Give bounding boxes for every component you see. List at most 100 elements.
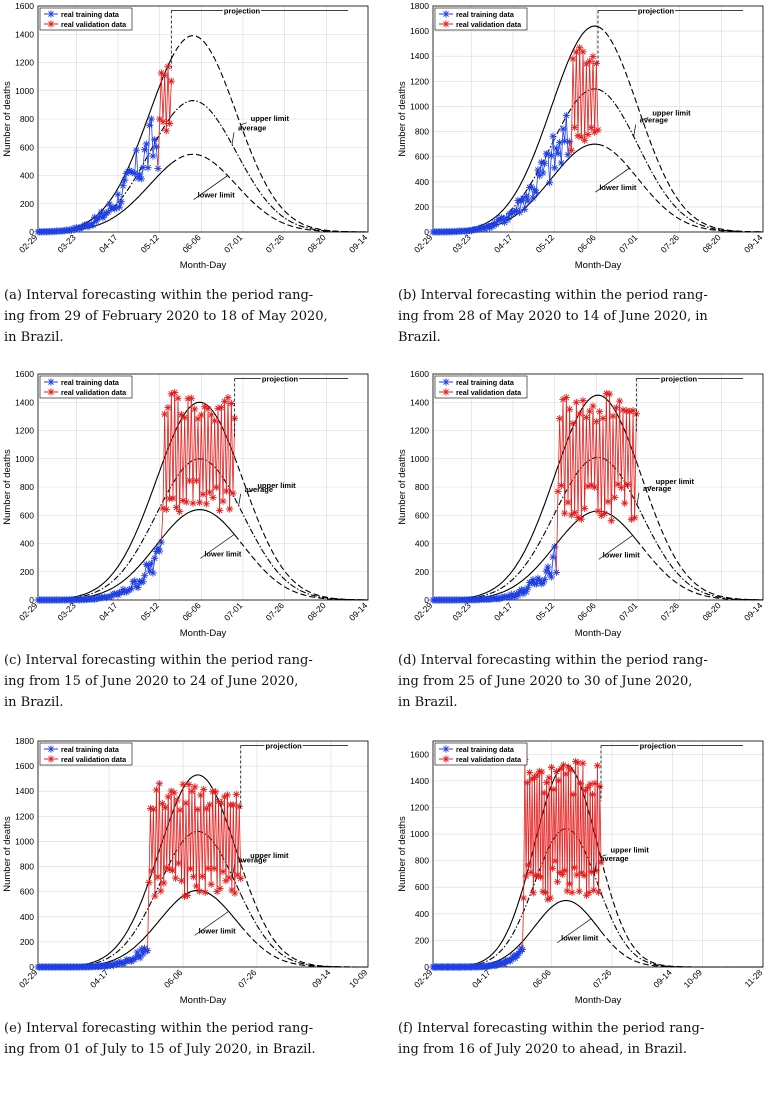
chart-b-data-segment-86: [574, 52, 577, 128]
chart-f-y-tick-label-6: 1200: [410, 802, 429, 812]
chart-c-legend-validation-label: real validation data: [61, 388, 127, 397]
chart-d-data-segment-92: [584, 417, 587, 509]
chart-e-validation-point-117: [207, 880, 215, 888]
chart-a-training-point-41: [102, 209, 110, 217]
chart-c-validation-point-85: [176, 507, 184, 516]
chart-c-data-segment-90: [185, 398, 189, 502]
chart-f-data-segment-104: [557, 780, 560, 882]
chart-d-upper-limit-label: upper limit: [656, 477, 695, 486]
chart-a-data-segment-73: [157, 119, 161, 169]
chart-e-validation-point-96: [176, 806, 184, 814]
chart-a-x-tick-label-7: 08-20: [305, 232, 328, 255]
chart-a-y-tick-label-7: 1400: [15, 29, 34, 39]
chart-e-validation-point-102: [185, 780, 193, 789]
chart-d-data-segment-94: [587, 411, 591, 487]
chart-c-data-segment-106: [212, 420, 216, 498]
chart-d-training-point-65: [537, 579, 545, 588]
chart-b-training-point-63: [534, 166, 542, 174]
chart-b-x-tick-label-2: 04-17: [492, 232, 515, 255]
chart-d-training-point-57: [524, 584, 532, 592]
chart-d-y-tick-label-8: 1600: [410, 369, 429, 379]
chart-b-data-segment-90: [580, 51, 584, 138]
chart-d-y-tick-label-0: 0: [424, 595, 429, 605]
chart-b-lower-limit-projection-curve: [597, 143, 764, 233]
chart-d-validation-point-107: [607, 517, 615, 525]
chart-a-training-point-64: [141, 146, 149, 154]
chart-d-data-segment-116: [624, 410, 627, 504]
chart-d-data-segment-93: [585, 417, 589, 487]
chart-a-training-point-36: [94, 214, 102, 222]
caption-f-line-1: (f) Interval forecasting within the peri…: [398, 1021, 705, 1036]
chart-f-validation-point-100: [550, 785, 558, 794]
caption-e-line-2: ing from 01 of July to 15 of July 2020, …: [4, 1042, 316, 1057]
chart-d-x-tick-label-2: 04-17: [492, 600, 515, 623]
chart-f-validation-point-90: [538, 768, 546, 776]
caption-b: (b) Interval forecasting within the peri…: [398, 285, 774, 348]
chart-a-upper-limit-label: upper limit: [251, 114, 290, 123]
chart-a-legend-box: [39, 7, 133, 31]
chart-d-data-segment-81: [565, 397, 569, 503]
chart-a-y-tick-label-1: 200: [20, 199, 34, 209]
chart-f-training-point-68: [511, 954, 519, 962]
chart-d-training-point-68: [542, 567, 550, 575]
chart-f-x-tick-label-1: 04-17: [470, 967, 493, 990]
chart-e-average-arrow: [232, 864, 235, 877]
chart-b-average-projection-curve: [597, 88, 763, 233]
chart-c-validation-point-86: [177, 411, 185, 419]
chart-f-average-fit-curve: [433, 828, 602, 968]
chart-e-data-segment-80: [154, 789, 157, 897]
chart-a-legend-validation-label: real validation data: [61, 20, 127, 29]
caption-d-line-3: in Brazil.: [398, 695, 458, 710]
chart-d-validation-point-105: [604, 498, 612, 506]
chart-e-data-segment-81: [155, 789, 159, 877]
chart-a-lower-limit-label: lower limit: [198, 191, 236, 200]
chart-c-data-segment-89: [184, 417, 187, 502]
chart-c-legend-training-marker: [47, 378, 55, 386]
chart-b-x-tick-label-1: 03-23: [450, 232, 473, 255]
chart-b-training-point-55: [521, 205, 529, 213]
chart-e-data-segment-136: [237, 806, 240, 876]
chart-b-training-point-79: [561, 137, 569, 145]
caption-a-line-1: (a) Interval forecasting within the peri…: [4, 288, 314, 303]
chart-c-data-segment-76: [162, 414, 166, 509]
chart-e-validation-point-115: [204, 864, 212, 872]
chart-e-data-segment-93: [173, 792, 177, 879]
chart-c-legend-training-label: real training data: [61, 378, 120, 387]
chart-e-validation-point-125: [219, 867, 227, 876]
chart-c-svg: 0 200 400 600 800 1000 1200 1400 1600 02-29 03-23 0…: [2, 369, 370, 639]
chart-c-training-point-64: [141, 572, 149, 580]
chart-e: 0 200 400 600 800 1000 1200 1400 1600 1800 02-29 04…: [0, 735, 380, 1006]
chart-e-training-point-59: [121, 958, 129, 966]
chart-d-y-tick-label-3: 600: [415, 510, 429, 520]
chart-b-y-tick-label-6: 1200: [410, 76, 429, 86]
chart-b-legend-box: [434, 7, 528, 31]
chart-a-legend-training-marker: [47, 10, 55, 18]
chart-d-validation-point-82: [566, 405, 574, 413]
chart-d-training-point-69: [544, 563, 552, 571]
chart-a-y-tick-label-0: 0: [29, 227, 34, 237]
chart-b-data-segment-98: [594, 63, 597, 133]
chart-e-y-tick-label-4: 800: [20, 862, 34, 872]
chart-d-y-axis-label: Number of deaths: [397, 449, 408, 525]
chart-e-validation-point-91: [169, 866, 177, 874]
chart-e-y-tick-label-3: 600: [20, 887, 34, 897]
chart-b-validation-point-84: [569, 55, 577, 63]
chart-d-training-point-72: [549, 553, 557, 561]
chart-b-data-segment-99: [595, 63, 599, 131]
chart-a-data-segment-60: [135, 150, 139, 179]
chart-d-validation-point-91: [581, 504, 589, 512]
chart-f-legend-validation-marker: [442, 755, 450, 763]
chart-d-validation-point-102: [599, 414, 607, 422]
chart-c-validation-point-76: [161, 410, 169, 418]
chart-d-data-segment-103: [602, 418, 606, 514]
caption-d: (d) Interval forecasting within the peri…: [398, 650, 774, 713]
chart-f-x-tick-label-5: 10-09: [682, 967, 705, 990]
chart-c-data-segment-115: [227, 397, 231, 509]
chart-d-data-segment-89: [579, 413, 582, 520]
chart-e-validation-point-137: [237, 874, 245, 883]
caption-c-line-1: (c) Interval forecasting within the peri…: [4, 653, 313, 668]
chart-f-validation-point-83: [529, 889, 537, 897]
chart-f-data-segment-92: [542, 792, 545, 892]
chart-f-data-segment-119: [575, 761, 578, 875]
chart-e-x-tick-label-3: 07-26: [236, 967, 259, 990]
